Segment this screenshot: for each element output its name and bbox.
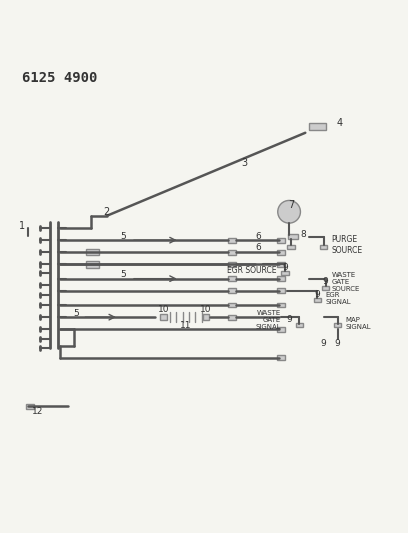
Text: EGR
SIGNAL: EGR SIGNAL [326, 292, 351, 304]
Bar [277, 238, 285, 243]
Bar [203, 314, 209, 320]
Text: 6: 6 [256, 232, 262, 240]
Text: 4: 4 [337, 118, 343, 127]
Bar [26, 404, 34, 409]
Circle shape [278, 200, 300, 223]
Text: 11: 11 [180, 321, 191, 330]
Text: WASTE
GATE
SIGNAL: WASTE GATE SIGNAL [255, 310, 281, 330]
Bar [86, 261, 99, 268]
Bar [228, 288, 236, 293]
Text: 10: 10 [158, 305, 169, 314]
Bar [228, 314, 236, 320]
Bar [160, 314, 166, 320]
Text: EGR SOURCE: EGR SOURCE [227, 266, 277, 275]
Bar [228, 276, 236, 281]
Text: 7: 7 [288, 199, 294, 209]
Bar [277, 250, 285, 255]
Text: 12: 12 [32, 407, 44, 416]
Text: 1: 1 [19, 221, 25, 231]
Text: 9: 9 [321, 339, 326, 348]
Bar [288, 245, 295, 249]
Text: 9: 9 [335, 339, 341, 348]
Bar [322, 286, 329, 290]
Text: 5: 5 [120, 232, 126, 240]
Text: 6: 6 [256, 243, 262, 252]
Bar [228, 250, 236, 255]
Bar [228, 303, 236, 308]
Text: 8: 8 [300, 230, 306, 239]
Bar [277, 262, 285, 267]
Text: MAP
SIGNAL: MAP SIGNAL [346, 317, 371, 330]
Bar [314, 298, 321, 302]
Text: WASTE
GATE
SOURCE: WASTE GATE SOURCE [332, 272, 360, 292]
Text: 5: 5 [73, 309, 79, 318]
Bar [320, 245, 327, 249]
Bar [282, 271, 289, 275]
Bar [309, 123, 326, 131]
Bar [228, 238, 236, 243]
Bar [277, 288, 285, 293]
Bar [277, 327, 285, 332]
Bar [288, 235, 298, 239]
Text: 6125 4900: 6125 4900 [22, 71, 97, 85]
Text: 9: 9 [282, 263, 288, 272]
Bar [334, 323, 341, 327]
Text: 9: 9 [286, 316, 292, 325]
Bar [86, 249, 99, 255]
Bar [277, 355, 285, 360]
Text: 10: 10 [200, 305, 212, 314]
Text: 3: 3 [242, 158, 248, 168]
Bar [228, 262, 236, 267]
Text: PURGE
SOURCE: PURGE SOURCE [332, 236, 363, 255]
Text: 5: 5 [120, 270, 126, 279]
Text: 9: 9 [323, 277, 328, 286]
Bar [277, 303, 285, 308]
Bar [277, 276, 285, 281]
Text: 9: 9 [315, 289, 320, 298]
Bar [295, 323, 303, 327]
Text: 2: 2 [104, 207, 110, 217]
